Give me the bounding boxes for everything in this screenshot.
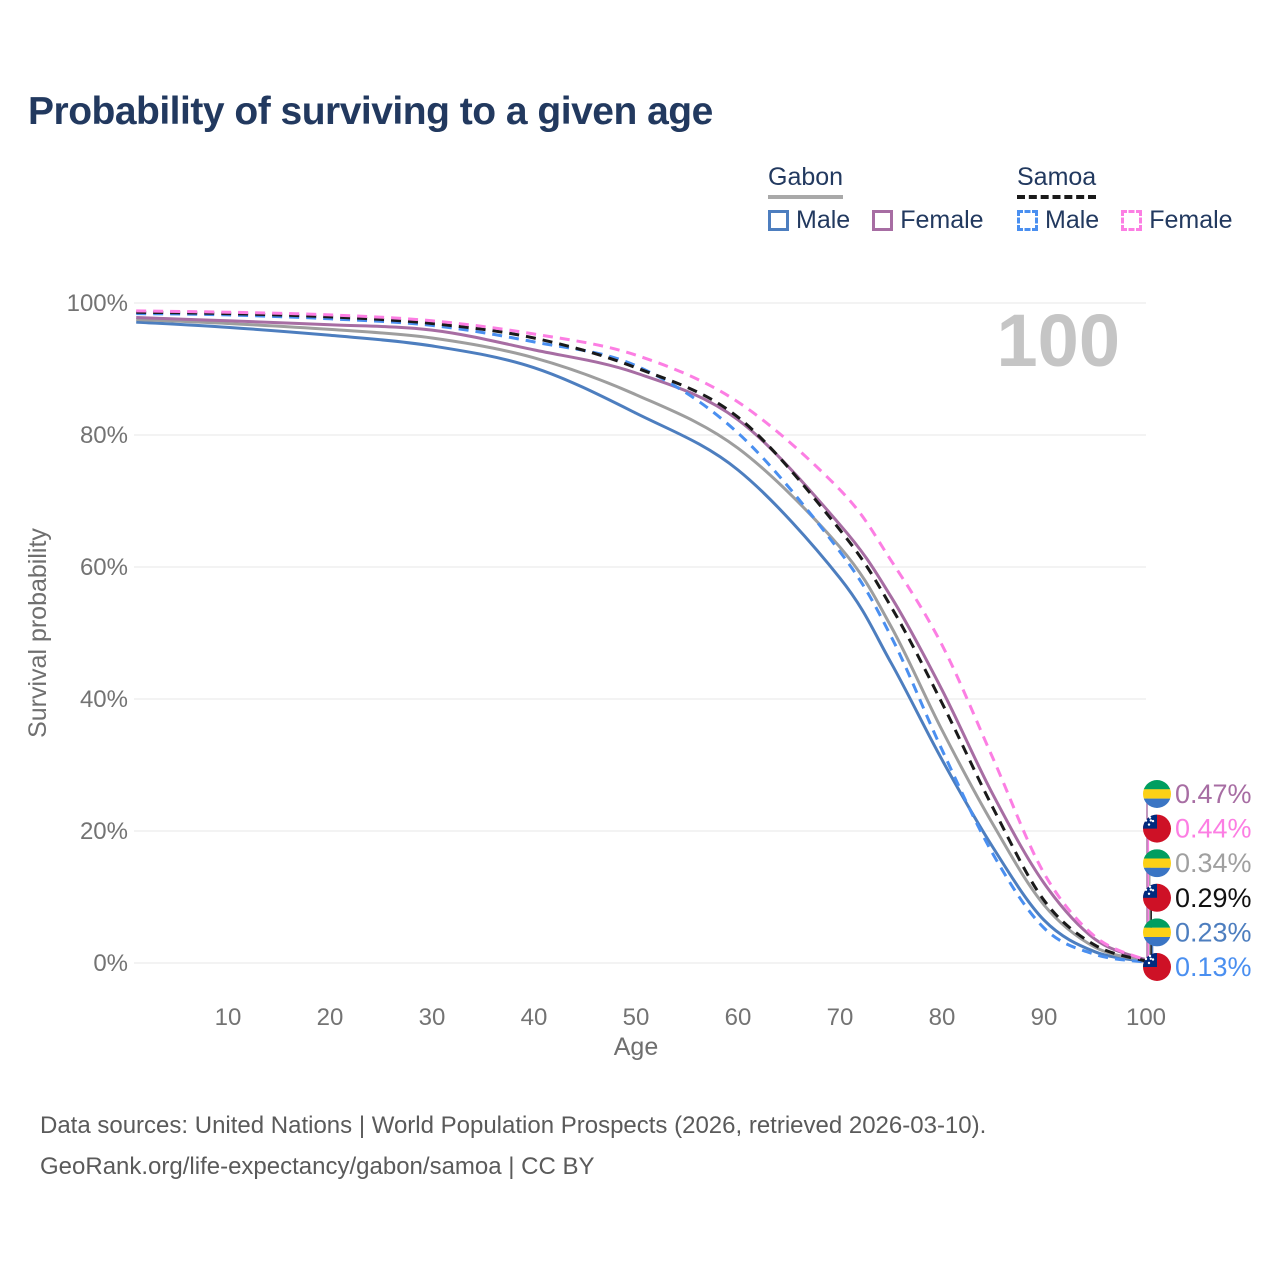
- x-tick-label: 60: [725, 1004, 752, 1031]
- legend-swatch-gabon-male: [768, 210, 789, 231]
- end-label-value: 0.44%: [1175, 814, 1252, 844]
- series-line-gabon: [136, 318, 1147, 963]
- gabon-flag-blue-stripe: [1143, 798, 1171, 808]
- legend-group-samoa: Samoa Male Female: [1017, 163, 1233, 235]
- legend-swatch-samoa-male: [1017, 210, 1038, 231]
- end-label-value: 0.13%: [1175, 952, 1252, 982]
- samoa-flag-star: [1144, 888, 1148, 891]
- x-axis-title: Age: [614, 1033, 658, 1061]
- samoa-flag-star: [1151, 819, 1155, 823]
- x-tick-label: 20: [317, 1004, 344, 1031]
- end-label-value: 0.23%: [1175, 917, 1252, 947]
- gabon-flag-green-stripe: [1143, 918, 1171, 928]
- y-axis-title: Survival probability: [24, 528, 52, 738]
- series-line-samoa: [136, 310, 1147, 963]
- flag-icon-gabon: [1143, 849, 1171, 878]
- legend-label-gabon-male: Male: [796, 206, 851, 234]
- samoa-flag-star: [1149, 888, 1153, 891]
- y-tick-label: 40%: [80, 686, 128, 713]
- y-tick-label: 0%: [93, 950, 128, 977]
- flag-icon-samoa: [1143, 814, 1171, 843]
- legend-item-samoa-male[interactable]: Male: [1017, 206, 1099, 235]
- legend-label-samoa-female: Female: [1149, 206, 1233, 234]
- y-tick-label: 60%: [80, 554, 128, 581]
- samoa-flag-star: [1151, 958, 1155, 961]
- y-tick-label: 20%: [80, 818, 128, 845]
- flag-icon-gabon: [1143, 918, 1171, 947]
- footer-attribution: GeoRank.org/life-expectancy/gabon/samoa …: [40, 1153, 595, 1180]
- end-label-value: 0.29%: [1175, 883, 1252, 913]
- legend-item-gabon-female[interactable]: Female: [872, 206, 984, 235]
- series-line-gabon-male: [136, 320, 1147, 963]
- x-tick-label: 80: [929, 1004, 956, 1031]
- series-line-samoa-female: [136, 309, 1147, 962]
- samoa-flag-star: [1144, 819, 1148, 822]
- x-tick-label: 70: [827, 1004, 854, 1031]
- gabon-flag-blue-stripe: [1143, 937, 1171, 947]
- samoa-flag-star: [1144, 957, 1148, 961]
- flag-icon-samoa: [1143, 953, 1171, 981]
- samoa-flag-star: [1147, 961, 1151, 965]
- samoa-flag-star: [1148, 954, 1152, 958]
- samoa-flag-star: [1148, 885, 1152, 888]
- end-label-value: 0.34%: [1175, 848, 1252, 878]
- footer: Data sources: United Nations | World Pop…: [40, 1105, 986, 1187]
- samoa-flag-star: [1149, 957, 1153, 960]
- legend-header-samoa: Samoa: [1017, 163, 1097, 199]
- series-line-gabon-female: [136, 316, 1147, 962]
- flag-icon-samoa: [1143, 883, 1171, 912]
- samoa-flag-star: [1151, 889, 1155, 892]
- y-tick-label: 100%: [67, 290, 128, 317]
- gabon-flag-blue-stripe: [1143, 867, 1171, 878]
- page-title: Probability of surviving to a given age: [28, 90, 713, 133]
- legend-group-gabon: Gabon Male Female: [768, 163, 984, 235]
- gabon-flag-yellow-stripe: [1143, 858, 1171, 868]
- legend-header-gabon: Gabon: [768, 163, 844, 199]
- legend-swatch-samoa-female: [1121, 210, 1143, 231]
- gabon-flag-green-stripe: [1143, 780, 1171, 790]
- x-tick-label: 100: [1126, 1004, 1166, 1031]
- x-tick-label: 50: [623, 1004, 650, 1031]
- x-tick-label: 10: [215, 1004, 242, 1031]
- samoa-flag-star: [1147, 823, 1151, 826]
- footer-data-sources: Data sources: United Nations | World Pop…: [40, 1112, 987, 1139]
- samoa-flag-star: [1147, 892, 1151, 895]
- age-watermark: 100: [997, 299, 1120, 382]
- legend-item-gabon-male[interactable]: Male: [768, 206, 850, 235]
- samoa-flag-star: [1149, 819, 1153, 822]
- x-tick-label: 40: [521, 1004, 548, 1031]
- legend-label-gabon-female: Female: [900, 206, 984, 234]
- x-tick-label: 90: [1031, 1004, 1058, 1031]
- gabon-flag-yellow-stripe: [1143, 927, 1171, 938]
- legend-item-samoa-female[interactable]: Female: [1121, 206, 1233, 235]
- gabon-flag-yellow-stripe: [1143, 789, 1171, 799]
- legend-swatch-gabon-female: [872, 210, 894, 231]
- samoa-flag-star: [1148, 816, 1152, 819]
- y-tick-label: 80%: [80, 422, 128, 449]
- x-tick-label: 30: [419, 1004, 446, 1031]
- gabon-flag-green-stripe: [1143, 849, 1171, 859]
- legend-label-samoa-male: Male: [1045, 206, 1100, 234]
- series-line-samoa-male: [136, 312, 1147, 964]
- flag-icon-gabon: [1143, 780, 1171, 808]
- end-label-value: 0.47%: [1175, 779, 1252, 809]
